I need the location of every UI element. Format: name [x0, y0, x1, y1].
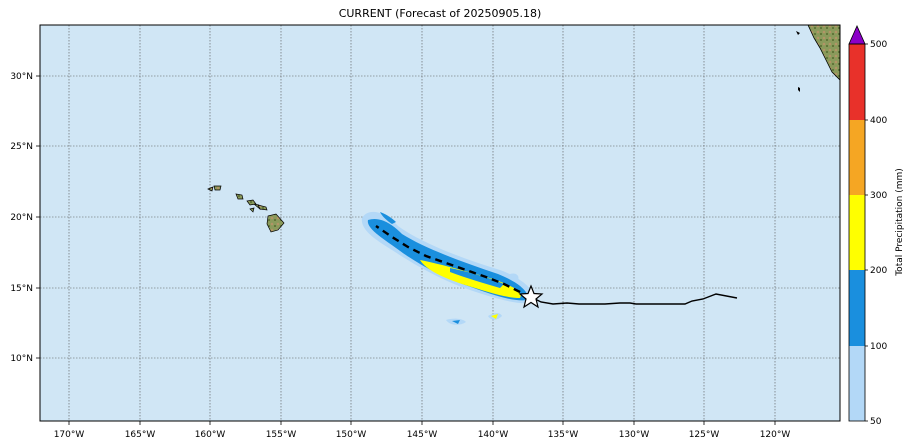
- north-america-land: [807, 25, 840, 81]
- lon-label-155w: 155°W: [266, 430, 297, 440]
- colorbar-bin-400-500: [849, 44, 865, 120]
- track-history-line: [530, 293, 738, 305]
- colorbar-bin-100-200: [849, 270, 865, 346]
- lon-label-170w: 170°W: [54, 430, 85, 440]
- lat-label-15n: 15°N: [10, 284, 33, 294]
- precipitation-swath: [361, 211, 535, 325]
- lon-label-140w: 140°W: [478, 430, 509, 440]
- lat-label-20n: 20°N: [10, 213, 33, 223]
- lon-label-125w: 125°W: [689, 430, 720, 440]
- colorbar-bin-50-100: [849, 346, 865, 421]
- colorbar-bin-300-400: [849, 120, 865, 195]
- lon-label-145w: 145°W: [407, 430, 438, 440]
- current-position-star-icon: [518, 284, 544, 309]
- colorbar-bin-200-300: [849, 195, 865, 270]
- lon-label-130w: 130°W: [619, 430, 650, 440]
- lon-label-120w: 120°W: [760, 430, 791, 440]
- lon-label-150w: 150°W: [336, 430, 367, 440]
- lat-label-10n: 10°N: [10, 354, 33, 364]
- map-frame: [39, 24, 841, 422]
- lat-tick-marks: [36, 75, 40, 359]
- lat-label-30n: 30°N: [10, 72, 33, 82]
- ocean-background: [40, 25, 840, 421]
- colorbar-tick-300: 300: [870, 191, 887, 201]
- colorbar-label: Total Precipitation (mm): [895, 168, 905, 277]
- lat-label-25n: 25°N: [10, 142, 33, 152]
- map-title: CURRENT (Forecast of 20250905.18): [338, 7, 542, 20]
- island-small-2: [798, 87, 800, 92]
- lon-label-135w: 135°W: [548, 430, 579, 440]
- colorbar-tick-400: 400: [870, 116, 887, 126]
- island-small-1: [796, 31, 800, 35]
- colorbar-tick-50: 50: [870, 417, 882, 427]
- colorbar-frame: [848, 43, 866, 422]
- colorbar: 500 400 300 200 100 50 Total Precipitati…: [848, 25, 905, 427]
- hawaiian-islands: [207, 185, 285, 233]
- colorbar-extend-triangle: [848, 25, 866, 45]
- colorbar-tick-500: 500: [870, 40, 887, 50]
- lon-label-160w: 160°W: [195, 430, 226, 440]
- lon-label-165w: 165°W: [125, 430, 156, 440]
- lon-tick-marks: [68, 421, 776, 425]
- colorbar-tick-200: 200: [870, 266, 887, 276]
- colorbar-tick-100: 100: [870, 342, 887, 352]
